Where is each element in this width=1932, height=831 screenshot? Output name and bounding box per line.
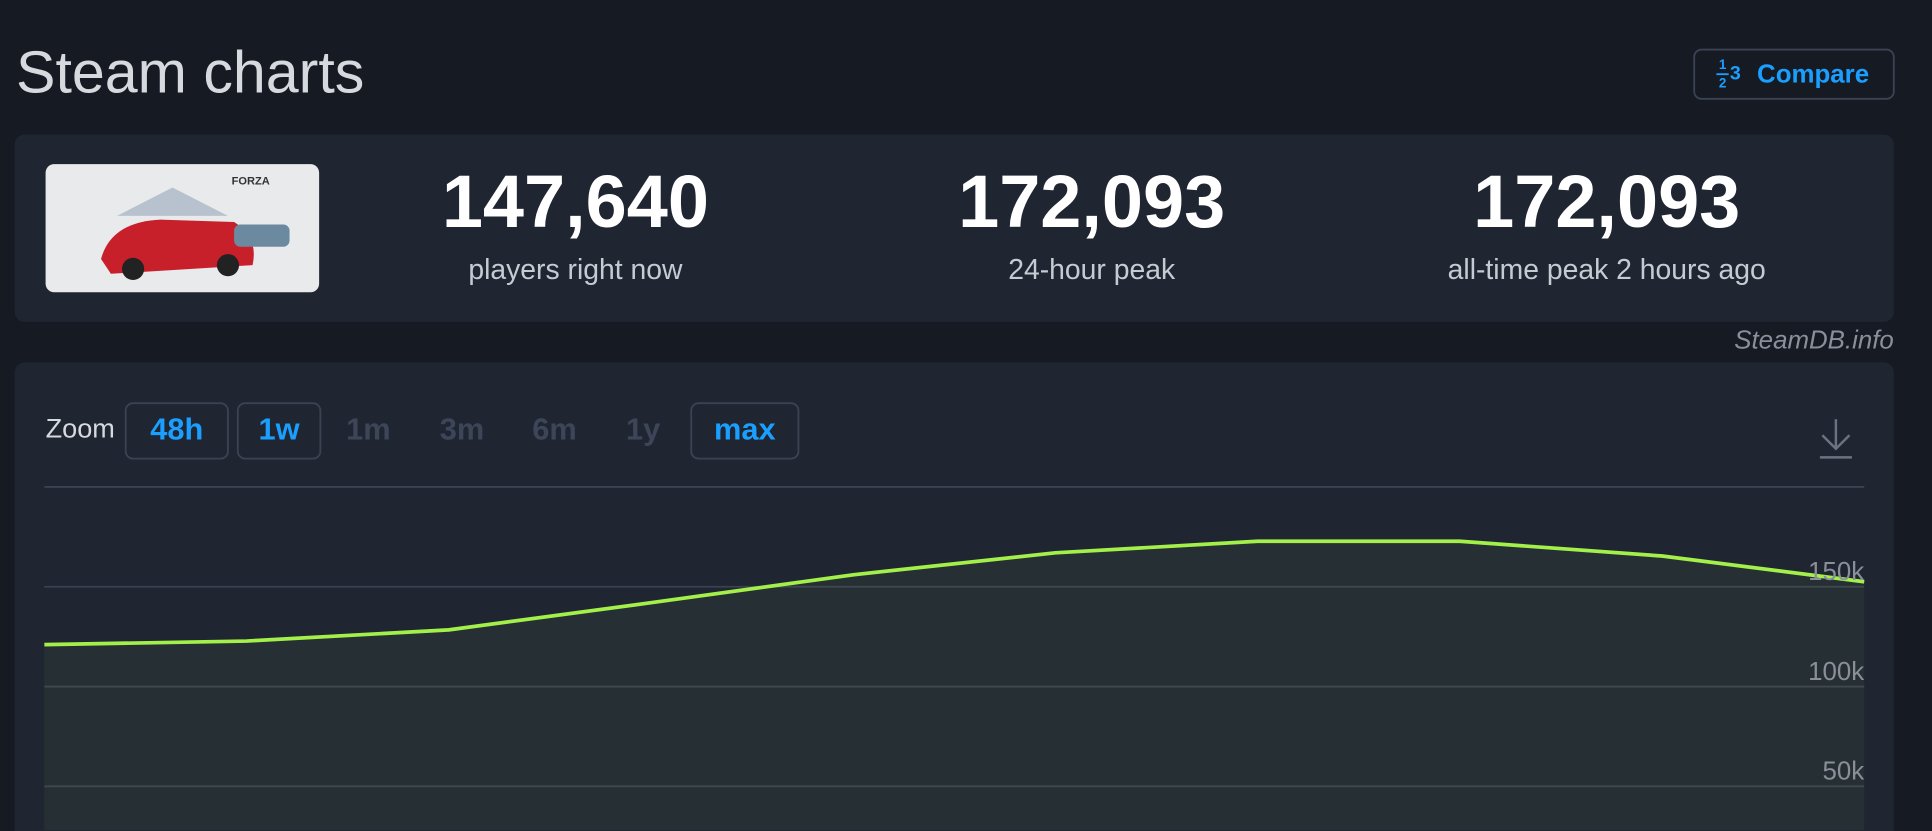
y-tick-label: 50k	[1823, 758, 1865, 786]
stat-value: 172,093	[1473, 160, 1740, 243]
zoom-button[interactable]	[236, 402, 322, 460]
zoom-option[interactable]: 1y	[626, 412, 660, 447]
zoom-button[interactable]	[124, 402, 229, 460]
y-tick-label: 150k	[1808, 558, 1864, 586]
stat-label: 24-hour peak	[1008, 254, 1176, 286]
zoom-option[interactable]: 48h	[150, 412, 203, 447]
stat-label: players right now	[468, 254, 683, 286]
zoom-option[interactable]: 6m	[532, 412, 577, 447]
zoom-option[interactable]: max	[714, 412, 776, 447]
stats-panel	[14, 134, 1894, 322]
zoom-option[interactable]: 1w	[259, 412, 301, 447]
compare-border	[1693, 48, 1895, 100]
download-arrow	[1821, 434, 1851, 451]
stat-label: all-time peak 2 hours ago	[1448, 254, 1766, 286]
zoom-button[interactable]	[690, 402, 800, 460]
page-title: Steam charts	[16, 38, 364, 105]
chart-panel	[14, 362, 1894, 831]
zoom-option[interactable]: 1m	[346, 412, 391, 447]
stat-value: 172,093	[958, 160, 1225, 243]
image-car2	[234, 224, 290, 247]
compare-button[interactable]: 1 2 3 Compare	[1693, 48, 1895, 100]
image-logo: FORZA	[232, 175, 270, 187]
zoom-option[interactable]: 3m	[440, 412, 485, 447]
stat-value: 147,640	[442, 160, 709, 243]
game-image: FORZA	[45, 164, 320, 293]
image-wheel	[121, 257, 145, 280]
line	[44, 539, 1865, 647]
credit: SteamDB.info	[1734, 326, 1894, 354]
zoom-label: Zoom	[46, 412, 115, 443]
image-wheel	[216, 254, 240, 277]
compare-icon: 2	[1719, 76, 1727, 91]
image-mountain	[117, 187, 228, 216]
download-icon[interactable]	[1819, 419, 1852, 459]
y-tick-label: 100k	[1808, 658, 1864, 686]
compare-icon: 1	[1719, 57, 1727, 72]
compare-icon: 3	[1730, 62, 1741, 84]
compare-label[interactable]: Compare	[1757, 60, 1869, 88]
area	[44, 541, 1865, 831]
